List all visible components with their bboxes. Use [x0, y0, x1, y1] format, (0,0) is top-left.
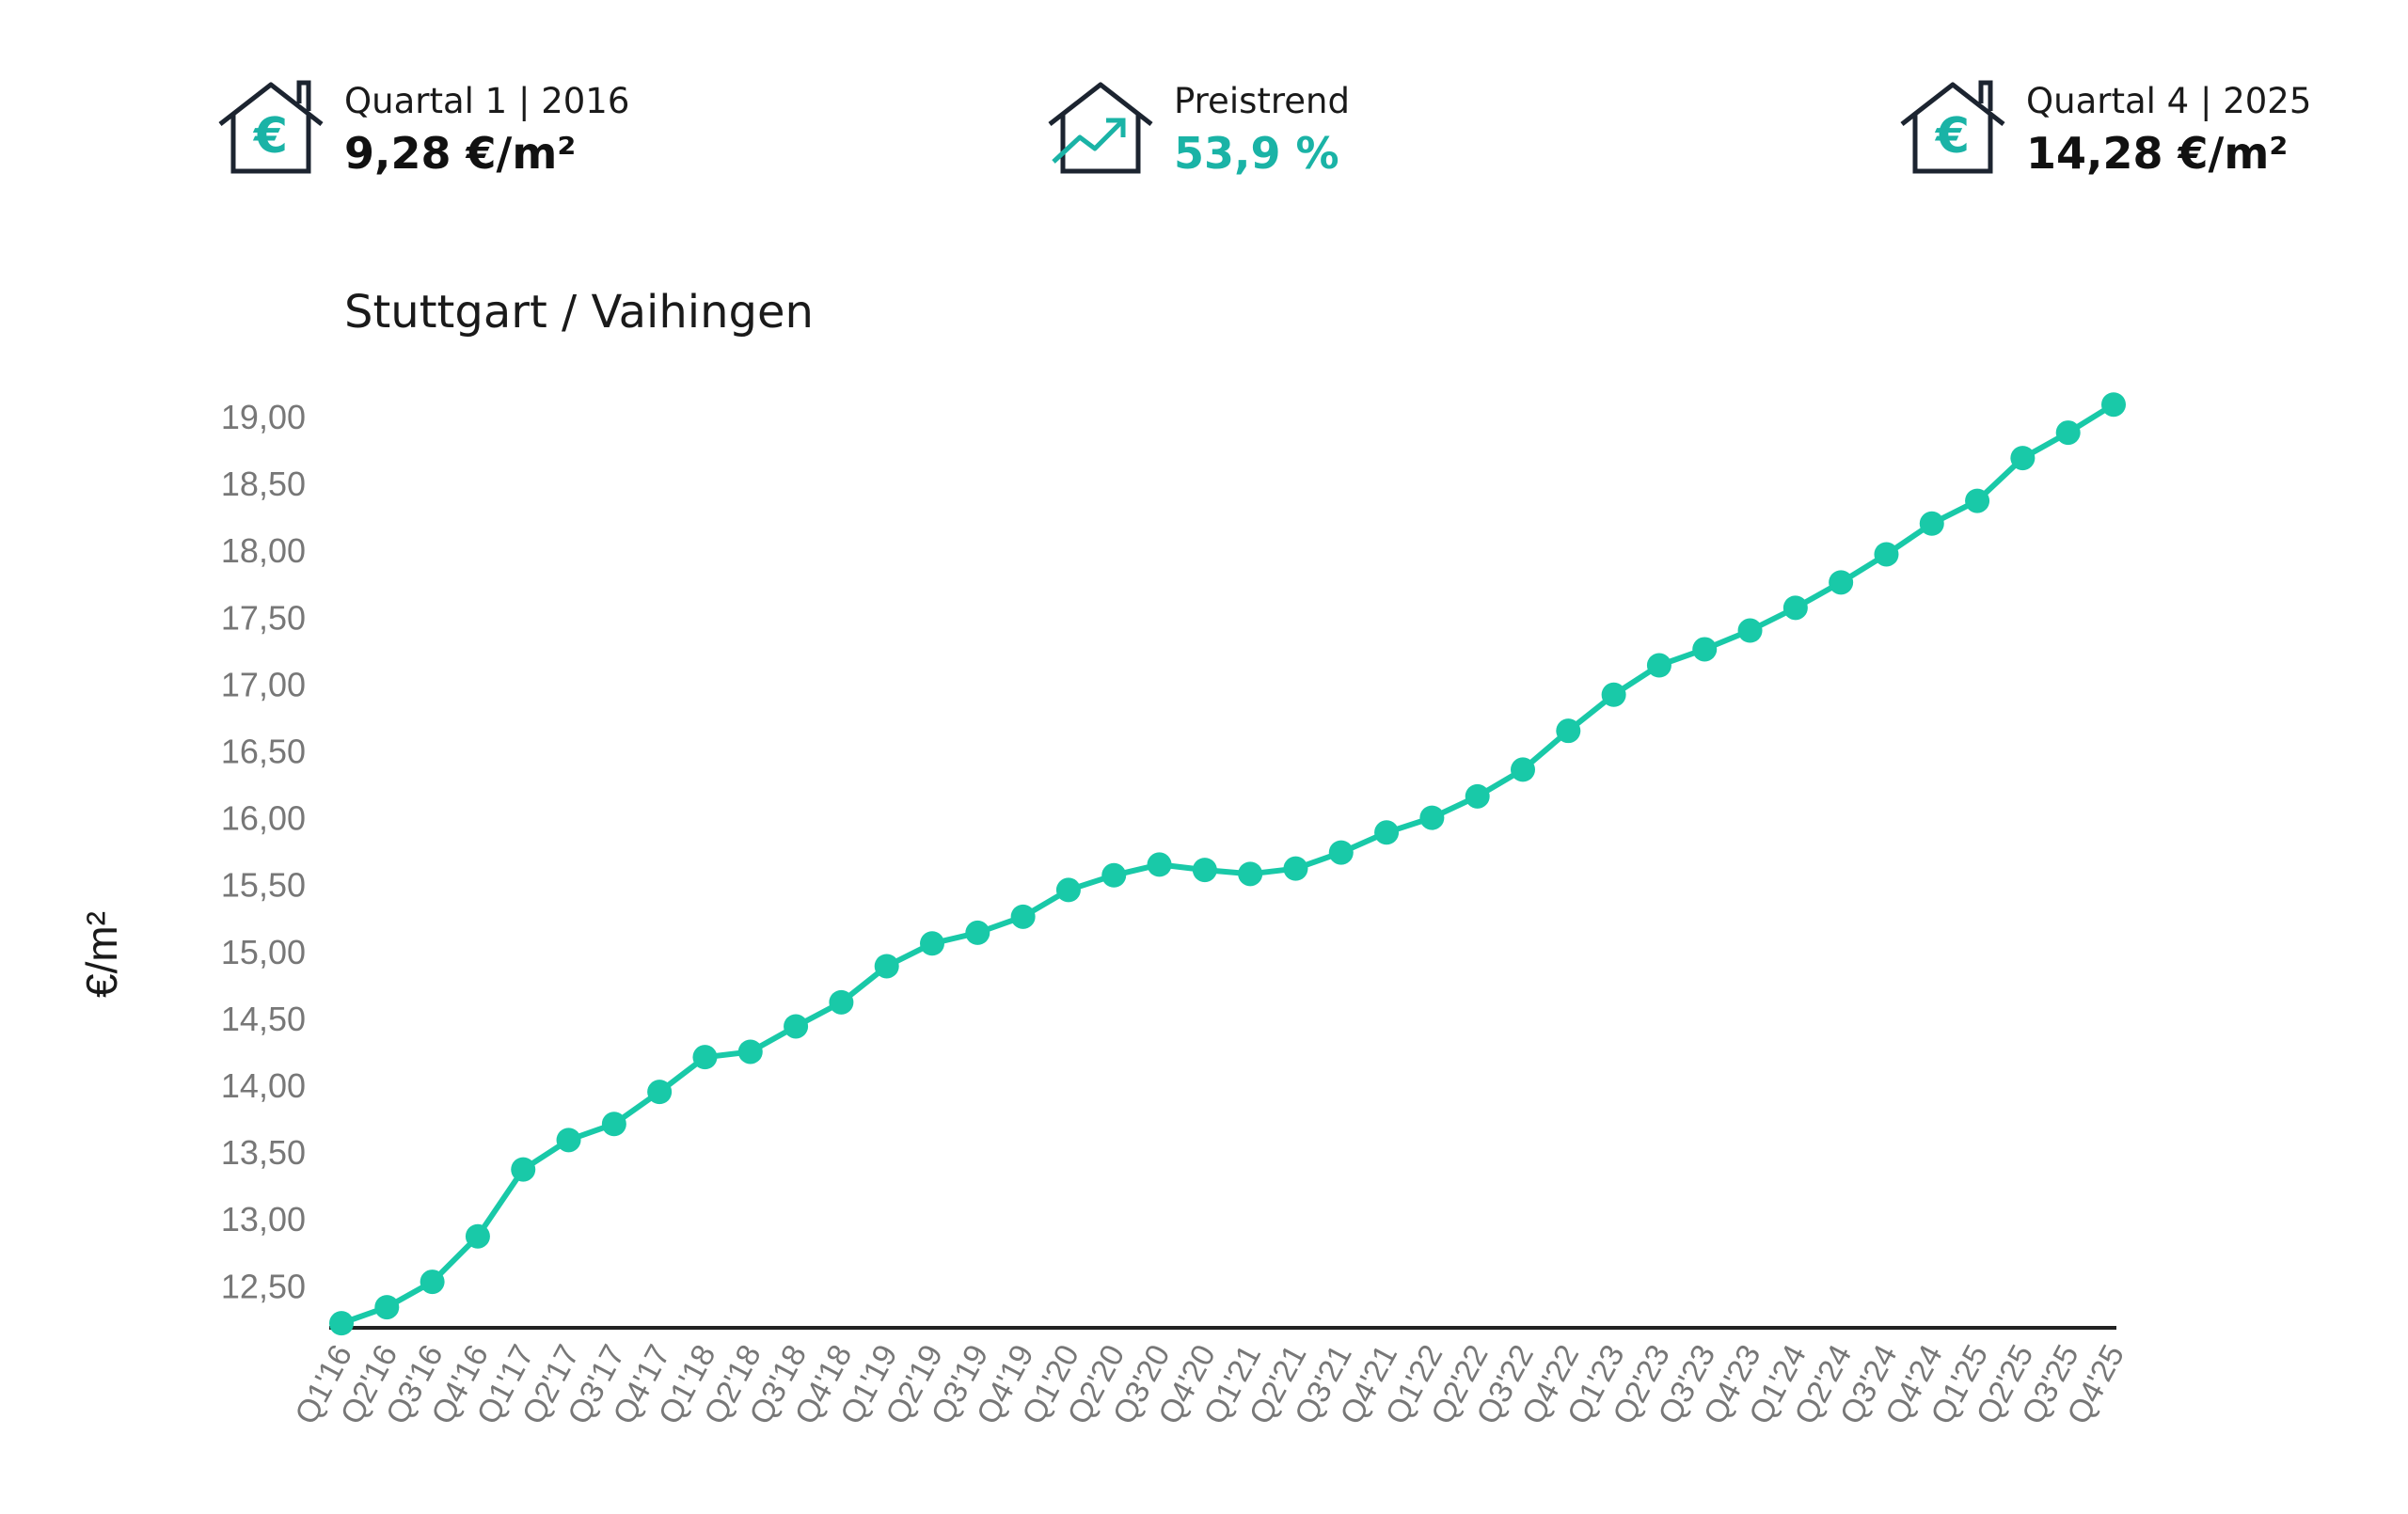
data-point [1782, 595, 1808, 621]
data-point [1328, 840, 1354, 865]
data-point [1147, 852, 1172, 877]
data-point [601, 1112, 626, 1137]
y-tick-label: 14,00 [221, 1066, 306, 1105]
data-point [374, 1295, 400, 1320]
data-point [1419, 805, 1445, 830]
data-point [1238, 861, 1263, 887]
data-point [920, 931, 944, 956]
data-point [874, 954, 899, 979]
data-point [465, 1223, 490, 1249]
data-point [647, 1080, 673, 1105]
data-point [692, 1045, 718, 1070]
y-axis-label: €/m² [77, 911, 126, 998]
data-point [420, 1270, 445, 1295]
kpi-end-value: 14,28 €/m² [2026, 128, 2289, 179]
data-point [1829, 570, 1854, 595]
chart-title: Stuttgart / Vaihingen [344, 286, 814, 339]
y-axis-ticks: 12,50 13,00 13,50 14,00 14,50 15,00 15,50 16,00… [221, 398, 306, 1305]
data-point [1374, 820, 1400, 845]
house-euro-icon: € [218, 80, 324, 174]
svg-text:€: € [1935, 108, 1970, 165]
kpi-trend-label: Preistrend [1174, 81, 1350, 121]
y-tick-label: 18,50 [221, 465, 306, 503]
y-tick-label: 12,50 [221, 1267, 306, 1305]
data-point [1919, 511, 1944, 536]
y-tick-label: 15,50 [221, 866, 306, 905]
kpi-start-value: 9,28 €/m² [344, 128, 577, 179]
data-point [737, 1039, 763, 1065]
data-point [1556, 718, 1581, 744]
data-point [511, 1157, 536, 1182]
kpi-trend-value: 53,9 % [1174, 128, 1339, 179]
data-point [1101, 862, 1127, 888]
data-point [1465, 783, 1490, 809]
y-tick-label: 13,50 [221, 1133, 306, 1172]
data-point [1192, 858, 1217, 883]
data-point [1055, 877, 1081, 903]
data-point [556, 1128, 581, 1153]
data-point [2101, 392, 2126, 418]
y-tick-label: 19,00 [221, 398, 306, 436]
data-point [1692, 637, 1718, 662]
series-points [329, 392, 2126, 1336]
svg-text:€: € [253, 108, 288, 165]
y-tick-label: 17,50 [221, 598, 306, 637]
y-tick-label: 14,50 [221, 1000, 306, 1038]
y-tick-label: 13,00 [221, 1200, 306, 1238]
data-point [1511, 757, 1535, 782]
data-point [2055, 420, 2081, 446]
data-point [1010, 904, 1036, 929]
data-point [1283, 856, 1308, 881]
y-tick-label: 16,50 [221, 733, 306, 771]
data-point [829, 989, 854, 1015]
y-tick-label: 17,00 [221, 665, 306, 703]
y-tick-label: 18,00 [221, 531, 306, 570]
data-point [1874, 542, 1899, 567]
data-point [329, 1311, 354, 1336]
kpi-end-label: Quartal 4 | 2025 [2026, 81, 2312, 121]
data-point [965, 920, 990, 945]
kpi-start-label: Quartal 1 | 2016 [344, 81, 630, 121]
data-point [1646, 653, 1671, 678]
house-euro-icon: € [1900, 80, 2005, 174]
data-point [2010, 446, 2036, 471]
y-tick-label: 15,00 [221, 933, 306, 971]
x-axis-ticks: Q1'16Q2'16Q3'16Q4'16Q1'17Q2'17Q3'17Q4'17… [288, 1339, 2131, 1430]
house-trend-icon [1048, 82, 1153, 174]
data-point [1601, 682, 1626, 707]
data-point [784, 1014, 809, 1039]
y-tick-label: 16,00 [221, 799, 306, 838]
series-line [340, 402, 2115, 1327]
data-point [1965, 488, 1990, 513]
data-point [1737, 618, 1763, 643]
